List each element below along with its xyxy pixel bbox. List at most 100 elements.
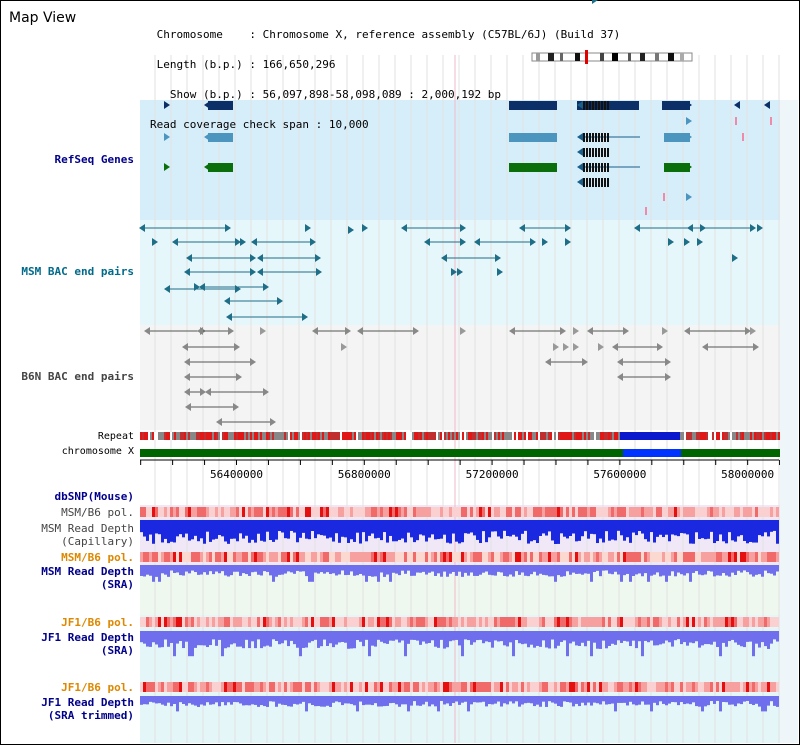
repeat-feature [764, 432, 766, 440]
polymorphism-cell [377, 507, 380, 517]
polymorphism-cell [236, 507, 239, 517]
read-depth-bar [479, 696, 482, 703]
track-label-msm-b6-pol-1: MSM/B6 pol. [61, 506, 134, 519]
info-block: Chromosome : Chromosome X, reference ass… [150, 10, 620, 150]
read-depth-bar [419, 565, 422, 573]
polymorphism-cell [347, 617, 350, 627]
polymorphism-cell [245, 507, 248, 517]
polymorphism-cell [521, 617, 524, 627]
read-depth-bar [329, 565, 332, 575]
polymorphism-cell [728, 617, 731, 627]
polymorphism-cell [659, 552, 662, 562]
read-depth-bar [536, 696, 539, 705]
polymorphism-cell [473, 507, 476, 517]
track-label-jf1-depth-sra[interactable]: JF1 Read Depth [41, 631, 134, 644]
bac-end-marker [205, 388, 211, 396]
polymorphism-cell [509, 552, 512, 562]
polymorphism-cell [467, 552, 470, 562]
polymorphism-cell [584, 552, 587, 562]
polymorphism-cell [338, 552, 341, 562]
read-depth-bar [638, 520, 641, 532]
polymorphism-cell [401, 682, 404, 692]
read-depth-bar [368, 631, 371, 657]
polymorphism-cell [257, 507, 260, 517]
polymorphism-cell [383, 682, 386, 692]
polymorphism-cell [167, 682, 170, 692]
repeat-feature [618, 432, 620, 440]
gene-block [208, 163, 233, 172]
read-depth-bar [689, 565, 692, 582]
track-label-b6n-bac[interactable]: B6N BAC end pairs [21, 370, 134, 383]
read-depth-bar [614, 696, 617, 712]
gene-exon [607, 178, 609, 187]
read-depth-bar [449, 696, 452, 706]
polymorphism-cell [548, 617, 551, 627]
polymorphism-cell [170, 552, 173, 562]
track-label-jf1-b6-pol-2[interactable]: JF1/B6 pol. [61, 681, 134, 694]
read-depth-bar [236, 696, 239, 703]
polymorphism-cell [563, 617, 566, 627]
track-label-dbsnp[interactable]: dbSNP(Mouse) [54, 490, 134, 503]
read-depth-bar [389, 696, 392, 704]
polymorphism-cell [626, 617, 629, 627]
read-depth-bar [416, 520, 419, 541]
read-depth-bar [662, 520, 665, 538]
repeat-feature [570, 432, 572, 440]
read-depth-bar [305, 696, 308, 712]
read-depth-bar [587, 631, 590, 641]
read-depth-bar [287, 520, 290, 539]
repeat-feature [740, 432, 742, 440]
polymorphism-cell [185, 682, 188, 692]
ideogram-band [668, 53, 674, 61]
track-label-msm-depth-sra-sub[interactable]: (SRA) [100, 578, 134, 591]
polymorphism-cell [206, 552, 209, 562]
bac-end-marker [257, 254, 263, 262]
track-label-msm-depth-sra[interactable]: MSM Read Depth [41, 565, 134, 578]
polymorphism-cell [389, 507, 392, 517]
length-value: 166,650,296 [262, 58, 336, 71]
polymorphism-cell [287, 507, 290, 517]
polymorphism-cell [713, 507, 716, 517]
polymorphism-cell [602, 552, 605, 562]
read-depth-bar [452, 565, 455, 572]
polymorphism-cell [701, 682, 704, 692]
read-depth-bar [383, 631, 386, 644]
polymorphism-cell [650, 682, 653, 692]
repeat-feature [596, 432, 598, 440]
read-depth-bar [434, 631, 437, 647]
polymorphism-cell [188, 682, 191, 692]
bac-end-marker [598, 343, 604, 351]
coverage-value: 10,000 [328, 118, 369, 131]
polymorphism-cell [431, 682, 434, 692]
read-depth-bar [368, 696, 371, 705]
info-show: Show (b.p.) : 56,097,898-58,098,089 : 2,… [169, 88, 502, 101]
track-label-refseq[interactable]: RefSeq Genes [54, 153, 134, 166]
repeat-feature [770, 432, 772, 440]
polymorphism-cell [626, 507, 629, 517]
track-label-msm-bac[interactable]: MSM BAC end pairs [21, 265, 134, 278]
read-depth-bar [707, 520, 710, 539]
track-label-jf1-depth-trim-sub[interactable]: (SRA trimmed) [47, 709, 134, 722]
bac-end-marker [753, 343, 759, 351]
polymorphism-cell [410, 552, 413, 562]
read-depth-bar [197, 631, 200, 646]
read-depth-bar [329, 520, 332, 538]
read-depth-bar [689, 631, 692, 643]
read-depth-bar [671, 696, 674, 703]
gene-exon [604, 148, 606, 157]
track-label-jf1-depth-sra-sub[interactable]: (SRA) [100, 644, 134, 657]
repeat-feature [758, 432, 760, 440]
polymorphism-cell [605, 617, 608, 627]
repeat-feature [242, 432, 244, 440]
polymorphism-cell [191, 682, 194, 692]
read-depth-bar [242, 696, 245, 706]
repeat-feature [386, 432, 388, 440]
right-edge-strip [780, 100, 798, 743]
track-label-jf1-b6-pol-1[interactable]: JF1/B6 pol. [61, 616, 134, 629]
track-label-msm-b6-pol-2[interactable]: MSM/B6 pol. [61, 551, 134, 564]
repeat-feature [364, 432, 366, 440]
read-depth-bar [479, 565, 482, 575]
read-depth-bar [464, 520, 467, 534]
track-label-jf1-depth-trim[interactable]: JF1 Read Depth [41, 696, 134, 709]
